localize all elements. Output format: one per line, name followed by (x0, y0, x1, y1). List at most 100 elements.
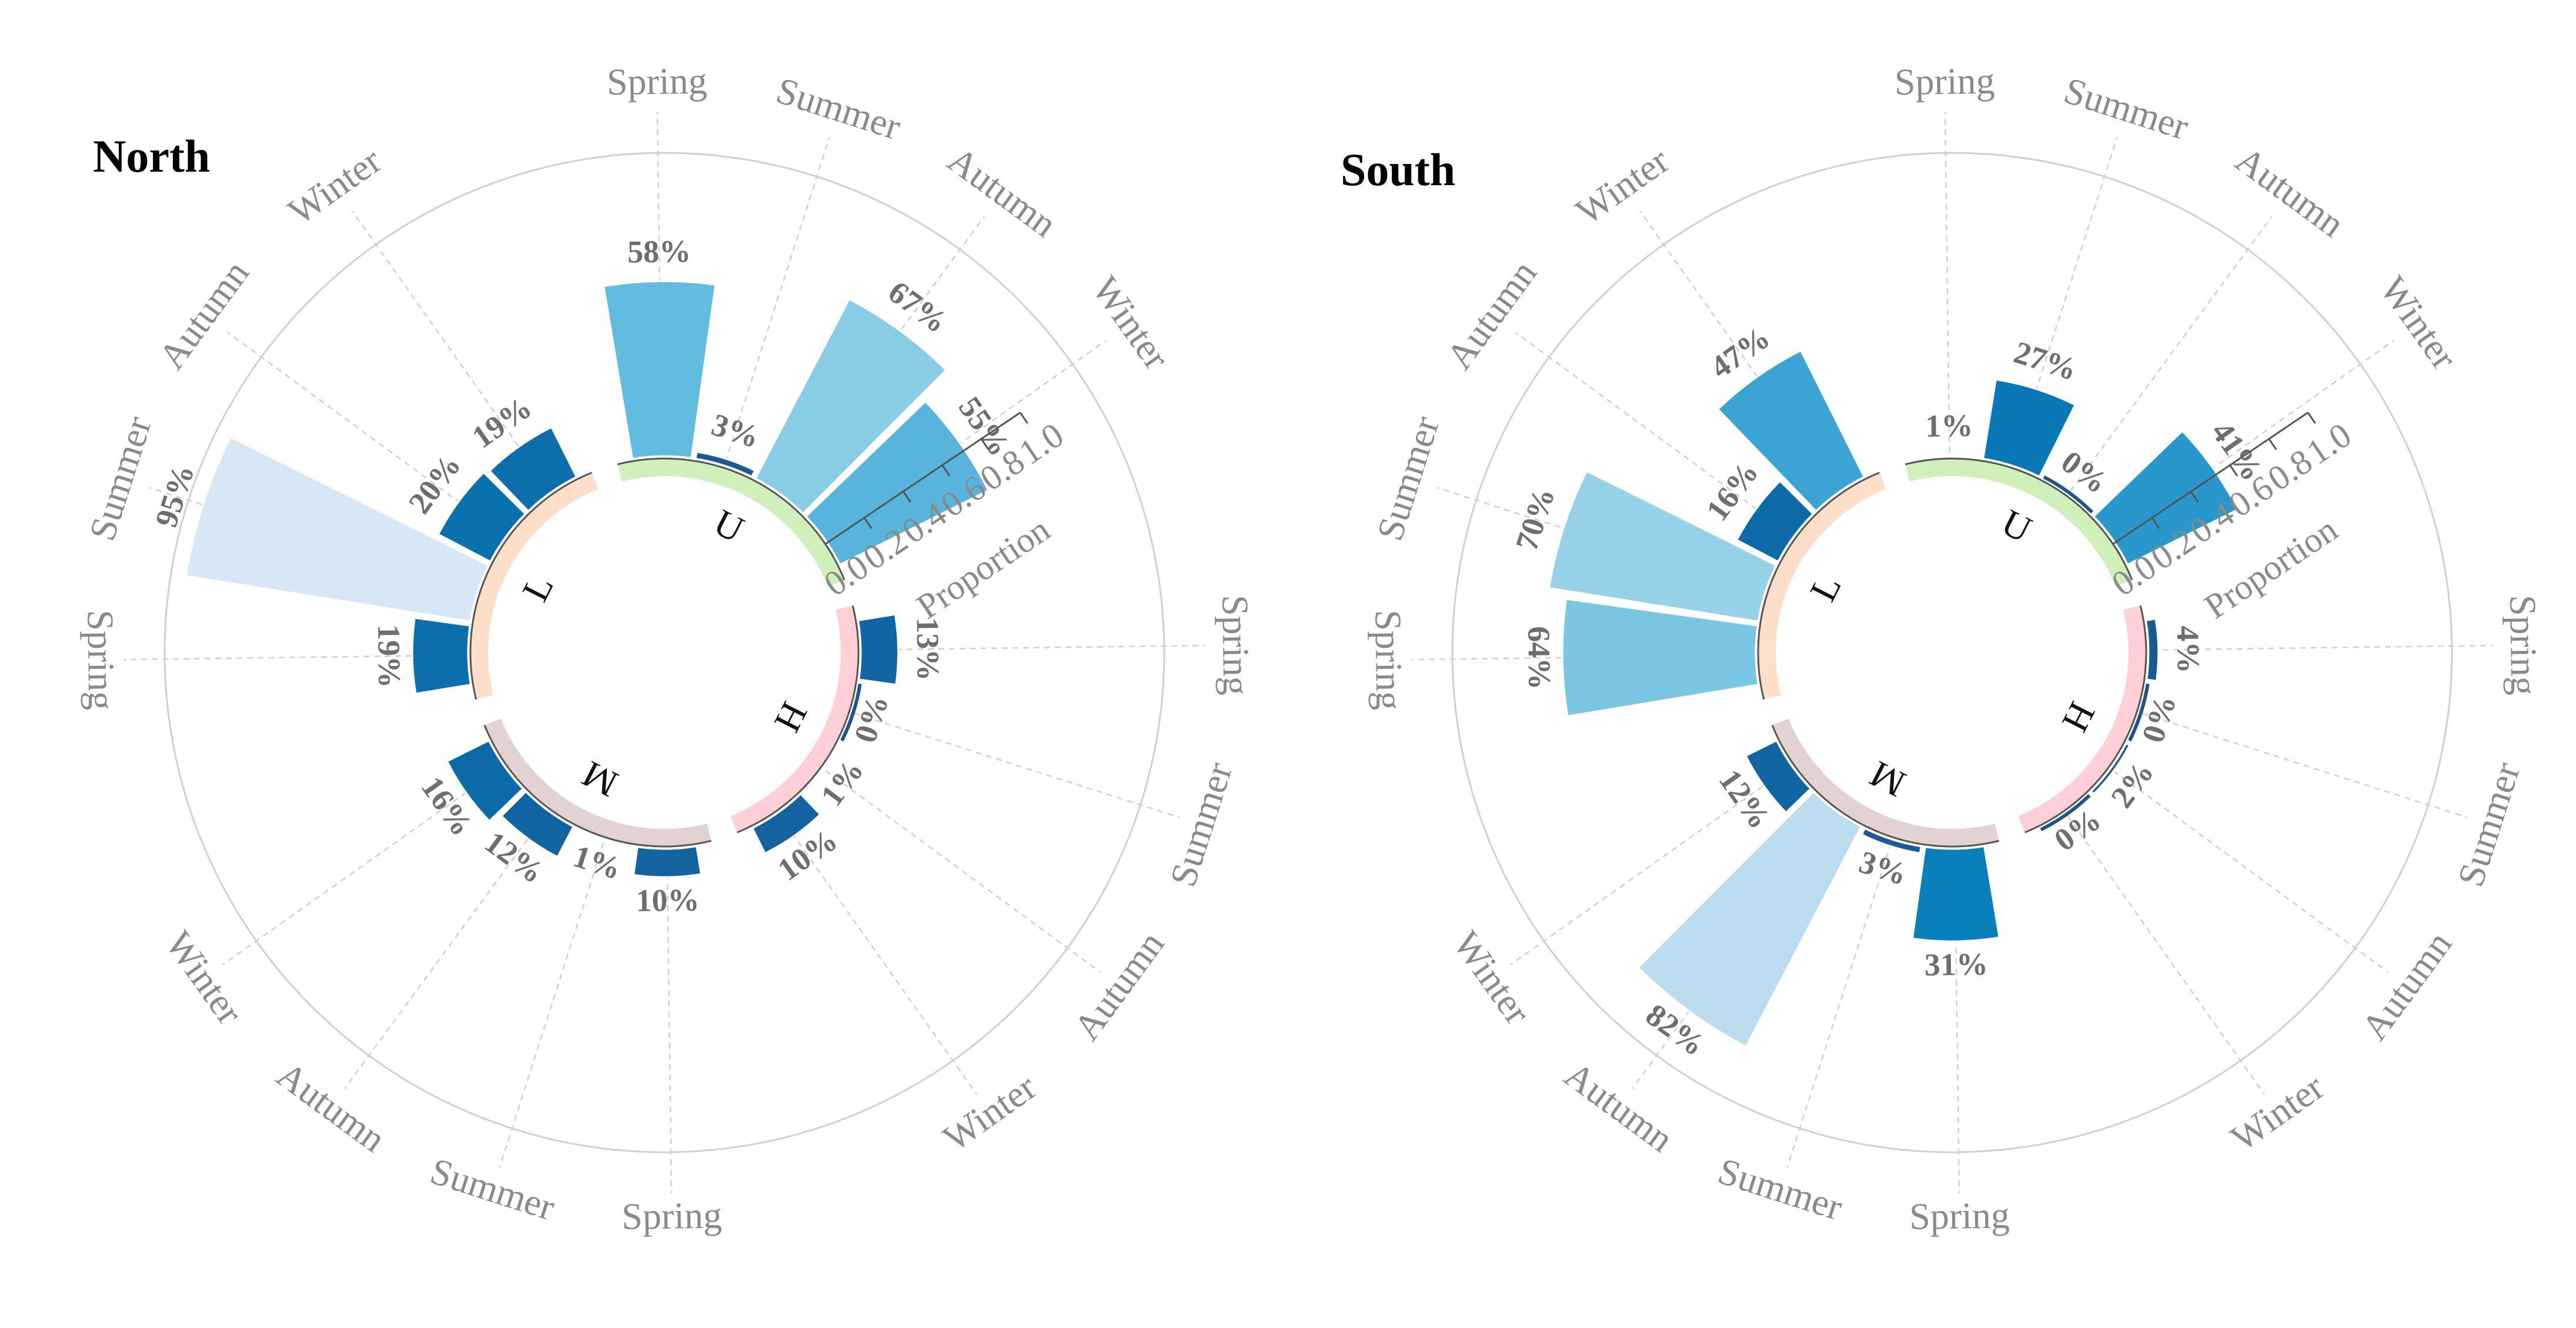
panel-title: South (1341, 144, 1455, 195)
bar-H-spring (2144, 617, 2160, 682)
proportion-axis (2112, 412, 2309, 545)
bar-U-summer (694, 450, 756, 478)
bar-M-summer (575, 827, 634, 848)
bar-H-autumn (802, 742, 841, 793)
value-label: 58% (627, 233, 691, 269)
value-label: 64% (1521, 626, 1557, 690)
bar-H-summer (840, 683, 862, 742)
radial-guide (864, 644, 1205, 651)
bar-M-summer (1860, 827, 1922, 855)
season-label: Spring (1894, 60, 1995, 103)
proportion-axis (824, 412, 1021, 545)
bar-U-spring (1919, 454, 1980, 460)
group-band-L (1758, 473, 1886, 700)
group-baseline-H (2024, 605, 2147, 834)
axis-tick (2151, 517, 2160, 529)
value-label: 19% (371, 624, 407, 688)
radial-guide (1509, 767, 1790, 965)
outer-circle (1451, 152, 2453, 1153)
value-label: 13% (910, 617, 945, 681)
outer-circle (163, 152, 1165, 1153)
bar-M-spring (1911, 845, 2000, 942)
axis-tick (2190, 491, 2199, 503)
value-label: 31% (1925, 946, 1989, 982)
radial-guide (343, 813, 547, 1089)
bar-U-winter (2092, 430, 2239, 566)
bar-L-winter (488, 426, 578, 513)
group-band-H (2018, 606, 2146, 832)
group-band-L (470, 473, 599, 700)
bar-L-spring (411, 617, 472, 695)
bar-U-autumn (2043, 475, 2093, 514)
value-label: 4% (2170, 625, 2206, 674)
axis-tick (2229, 464, 2238, 477)
bar-L-summer (1548, 470, 1778, 623)
radial-guide (228, 332, 504, 535)
season-label: Spring (622, 1194, 723, 1237)
value-label: 1% (1925, 408, 1973, 444)
bar-M-winter (446, 739, 524, 822)
bar-L-autumn (1735, 480, 1815, 563)
group-baseline-M (483, 725, 712, 848)
bar-M-autumn (1636, 790, 1863, 1048)
season-label: Spring (2502, 594, 2545, 695)
bar-U-spring (603, 280, 717, 460)
bar-H-summer (2128, 683, 2150, 742)
radial-guide (724, 137, 830, 463)
radial-guide (2067, 815, 2265, 1095)
bar-U-autumn (754, 297, 948, 515)
bar-L-spring (1561, 598, 1760, 718)
bar-M-winter (1745, 739, 1812, 814)
bar-H-winter (2040, 794, 2091, 831)
radial-guide (2151, 644, 2493, 651)
group-baseline-H (737, 605, 860, 834)
radial-guide (854, 712, 1180, 818)
bar-H-spring (857, 613, 900, 686)
season-label: Spring (1909, 1194, 2010, 1237)
season-label: Spring (606, 60, 707, 103)
group-baseline-L (469, 471, 592, 700)
radial-guide (499, 842, 604, 1168)
bar-M-autumn (500, 790, 575, 858)
group-band-U (1905, 459, 2132, 587)
radial-guide (352, 210, 550, 490)
radial-guide (2070, 216, 2273, 492)
radial-guide (779, 815, 977, 1095)
axis-tick (824, 543, 834, 556)
bar-H-autumn (2090, 742, 2131, 795)
season-label: Spring (79, 610, 122, 711)
radial-guide (666, 852, 673, 1193)
axis-tick (2268, 438, 2277, 450)
panel-title: North (93, 131, 210, 182)
axis-tick (902, 491, 911, 503)
bar-H-winter (751, 792, 822, 855)
season-label: Spring (1214, 594, 1257, 695)
bar-U-summer (1982, 378, 2077, 478)
radial-guide (123, 654, 465, 661)
group-band-U (617, 459, 844, 587)
axis-tick (2112, 543, 2121, 556)
bar-U-winter (804, 400, 990, 566)
radial-guide (222, 767, 502, 965)
bar-L-winter (1716, 349, 1866, 513)
radial-guide (1786, 842, 1892, 1168)
season-label: Spring (1367, 610, 1410, 711)
radial-guide (2113, 770, 2389, 974)
radial-guide (825, 770, 1101, 974)
group-baseline-M (1771, 725, 2000, 848)
value-label: 10% (636, 882, 700, 918)
axis-tick (941, 464, 951, 477)
bar-L-autumn (437, 471, 527, 563)
group-band-M (1772, 718, 1999, 847)
axis-tick (980, 438, 990, 450)
axis-tick (2307, 412, 2316, 424)
radial-guide (2142, 712, 2468, 818)
bar-M-spring (632, 845, 703, 878)
radial-guide (1515, 332, 1792, 535)
axis-tick (1019, 412, 1028, 424)
group-band-H (730, 606, 858, 832)
group-band-M (485, 718, 711, 847)
bar-L-summer (185, 436, 490, 623)
group-baseline-L (1757, 471, 1880, 700)
